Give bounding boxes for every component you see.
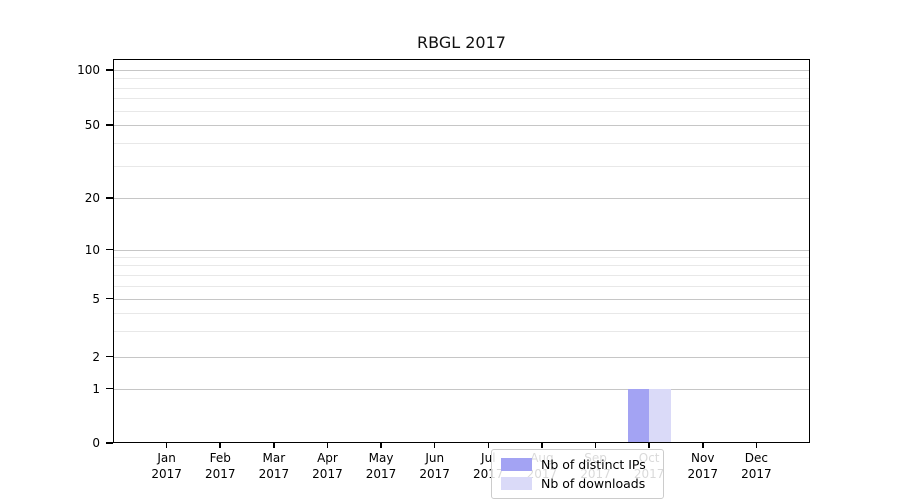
gridline-y-8 [113, 265, 810, 267]
x-tick-may [380, 443, 382, 448]
y-tick-label-1: 1 [92, 381, 100, 396]
x-tick-nov [702, 443, 704, 448]
y-tick-label-10: 10 [84, 242, 100, 257]
x-tick-apr [326, 443, 329, 448]
x-tick-label-jun: Jun 2017 [419, 451, 450, 481]
x-tick-label-feb: Feb 2017 [204, 451, 236, 481]
gridline-y-7 [113, 274, 810, 276]
gridline-y-70 [113, 98, 810, 100]
gridline-y-4 [113, 312, 810, 314]
y-tick-label-2: 2 [92, 349, 100, 364]
gridline-y-6 [113, 285, 810, 287]
x-tick-dec [755, 443, 758, 448]
gridline-y-9 [113, 256, 810, 258]
x-tick-label-may: May 2017 [365, 451, 397, 481]
plot-frame [113, 59, 810, 443]
x-tick-label-jan: Jan 2017 [151, 451, 182, 481]
gridline-y-10 [113, 249, 810, 251]
y-tick-20 [106, 197, 113, 199]
x-tick-mar [273, 443, 275, 448]
gridline-y-3 [113, 330, 810, 332]
legend-item-downloads: Nb of downloads [501, 476, 654, 492]
x-tick-jan [165, 443, 168, 448]
gridline-y-40 [113, 142, 810, 144]
gridline-y-30 [113, 165, 810, 167]
x-tick-aug [541, 443, 543, 448]
y-tick-100 [106, 69, 113, 71]
legend-label: Nb of distinct IPs [541, 456, 646, 472]
gridline-y-90 [113, 78, 810, 80]
legend: Nb of distinct IPs Nb of downloads [491, 449, 664, 499]
bar-nb-of-distinct-ips-oct-2017 [627, 388, 650, 443]
legend-item-distinct-ips: Nb of distinct IPs [501, 457, 654, 473]
legend-label: Nb of downloads [541, 475, 646, 491]
y-tick-2 [106, 355, 113, 358]
x-tick-label-apr: Apr 2017 [312, 451, 343, 481]
x-tick-sep [594, 443, 597, 448]
y-tick-50 [106, 124, 113, 126]
gridline-y-50 [113, 125, 810, 126]
gridline-y-60 [113, 110, 810, 112]
x-tick-label-mar: Mar 2017 [258, 451, 290, 481]
x-tick-label-dec: Dec 2017 [741, 451, 772, 481]
gridline-y-1 [113, 388, 810, 390]
y-tick-0 [106, 442, 113, 444]
y-tick-label-0: 0 [92, 436, 100, 450]
gridline-y-2 [113, 356, 810, 358]
y-tick-5 [106, 297, 113, 300]
x-tick-label-nov: Nov 2017 [687, 451, 719, 481]
gridline-y-20 [113, 198, 810, 199]
y-tick-1 [106, 387, 113, 390]
bar-nb-of-downloads-oct-2017 [649, 388, 671, 443]
x-tick-jul [487, 443, 490, 448]
y-tick-label-20: 20 [84, 191, 100, 205]
y-tick-label-100: 100 [77, 63, 100, 77]
y-tick-label-5: 5 [92, 291, 100, 306]
x-tick-feb [219, 443, 221, 448]
y-tick-10 [106, 248, 113, 251]
gridline-y-100 [113, 70, 810, 71]
x-tick-oct [648, 443, 650, 448]
legend-swatch-distinct-ips [501, 458, 532, 471]
x-tick-jun [433, 443, 436, 448]
legend-swatch-downloads [501, 477, 532, 490]
plot-area: Nb of distinct IPs Nb of downloads [113, 59, 810, 499]
gridline-y-5 [113, 298, 810, 300]
chart-title: RBGL 2017 [417, 33, 506, 52]
y-tick-label-50: 50 [84, 118, 100, 132]
gridline-y-80 [113, 87, 810, 89]
